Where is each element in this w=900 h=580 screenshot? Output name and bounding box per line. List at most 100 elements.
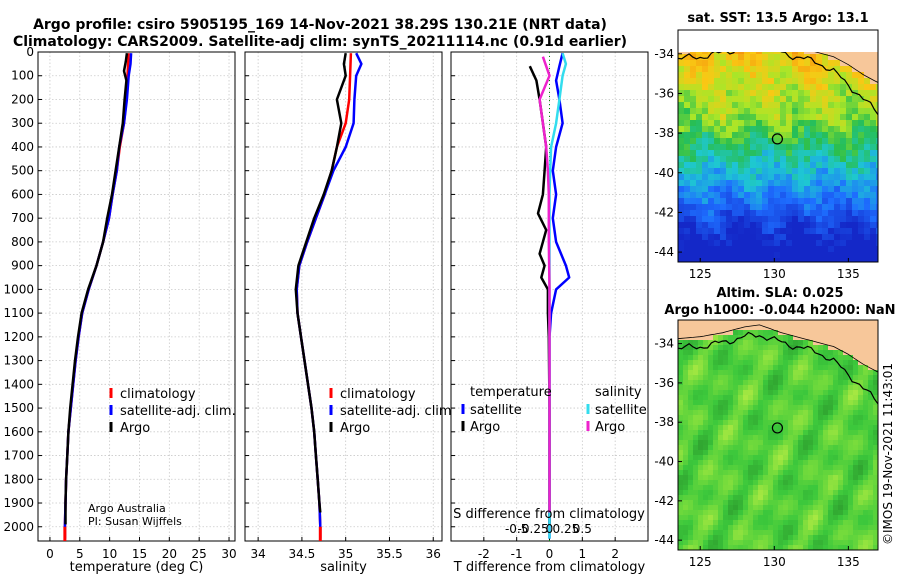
map-cell [853,500,859,506]
map-cell [732,252,739,259]
map-cell [838,505,844,511]
map-cell [793,380,799,386]
map-cell [683,325,689,331]
map-cell [708,204,715,211]
map-cell [793,410,799,416]
map-cell [858,460,864,466]
map-cell [743,490,749,496]
map-cell [870,60,877,67]
map-cell [838,335,844,341]
map-cell [714,204,721,211]
map-cell [774,240,781,247]
map-cell [758,545,764,550]
map-cell [698,375,704,381]
map-cell [693,330,699,336]
map-cell [788,430,794,436]
map-cell [852,72,859,79]
map-cell [714,52,721,55]
map-cell [728,320,734,326]
map-cell [863,435,869,441]
map-cell [838,540,844,546]
map-cell [822,240,829,247]
map-cell [846,222,853,229]
map-cell [808,400,814,406]
map-cell [738,138,745,145]
map-cell [853,335,859,341]
map-cell [783,520,789,526]
map-cell [843,410,849,416]
map-cell [738,198,745,205]
map-cell [696,234,703,241]
map-cell [698,420,704,426]
map-cell [748,460,754,466]
map-cell [828,320,834,326]
map-cell [726,216,733,223]
map-cell [786,216,793,223]
map-cell [848,325,854,331]
map-cell [788,540,794,546]
map-cell [828,395,834,401]
map-cell [822,234,829,241]
map-cell [696,60,703,67]
map-cell [780,156,787,163]
map-cell [750,216,757,223]
map-cell [738,405,744,411]
map-cell [708,485,714,491]
map-cell [803,340,809,346]
map-cell [788,475,794,481]
map-cell [738,480,744,486]
map-cell [690,168,697,175]
map-cell [762,114,769,121]
map-cell [708,186,715,193]
map-cell [753,535,759,541]
map-cell [834,156,841,163]
map-cell [720,198,727,205]
map-cell [852,78,859,85]
map-cell [708,535,714,541]
map-cell [718,400,724,406]
map-cell [846,192,853,199]
map-cell [726,258,733,262]
map-cell [863,510,869,516]
map-cell [803,325,809,331]
map-cell [732,96,739,103]
map-cell [683,425,689,431]
map-cell [810,216,817,223]
s-tick-label: -0.5 [505,522,528,536]
map-cell [808,535,814,541]
map-cell [876,78,878,85]
map-cell [788,465,794,471]
map-cell [693,420,699,426]
map-cell [818,415,824,421]
map-cell [852,186,859,193]
map-cell [876,246,878,253]
map-cell [873,390,878,396]
map-cell [864,36,870,42]
map-cell [718,435,724,441]
map-cell [848,530,854,536]
map-cell [864,198,871,205]
map-cell [840,180,847,187]
map-cell [868,480,874,486]
map-cell [846,240,853,247]
map-cell [828,42,834,48]
map-cell [748,520,754,526]
map-cell [818,435,824,441]
map-cell [858,84,865,91]
map-cell [713,325,719,331]
legend-label: satellite [595,403,647,418]
map-cell [768,198,775,205]
map-cell [683,320,689,326]
map-cell [793,485,799,491]
map-cell [818,320,824,326]
map-cell [864,54,871,61]
map-cell [744,102,751,109]
map-cell [864,30,870,36]
map-cell [768,228,775,235]
map-cell [852,162,859,169]
map-cell [808,375,814,381]
map-cell [843,465,849,471]
map-cell [744,186,751,193]
map-cell [723,345,729,351]
map-cell [743,445,749,451]
